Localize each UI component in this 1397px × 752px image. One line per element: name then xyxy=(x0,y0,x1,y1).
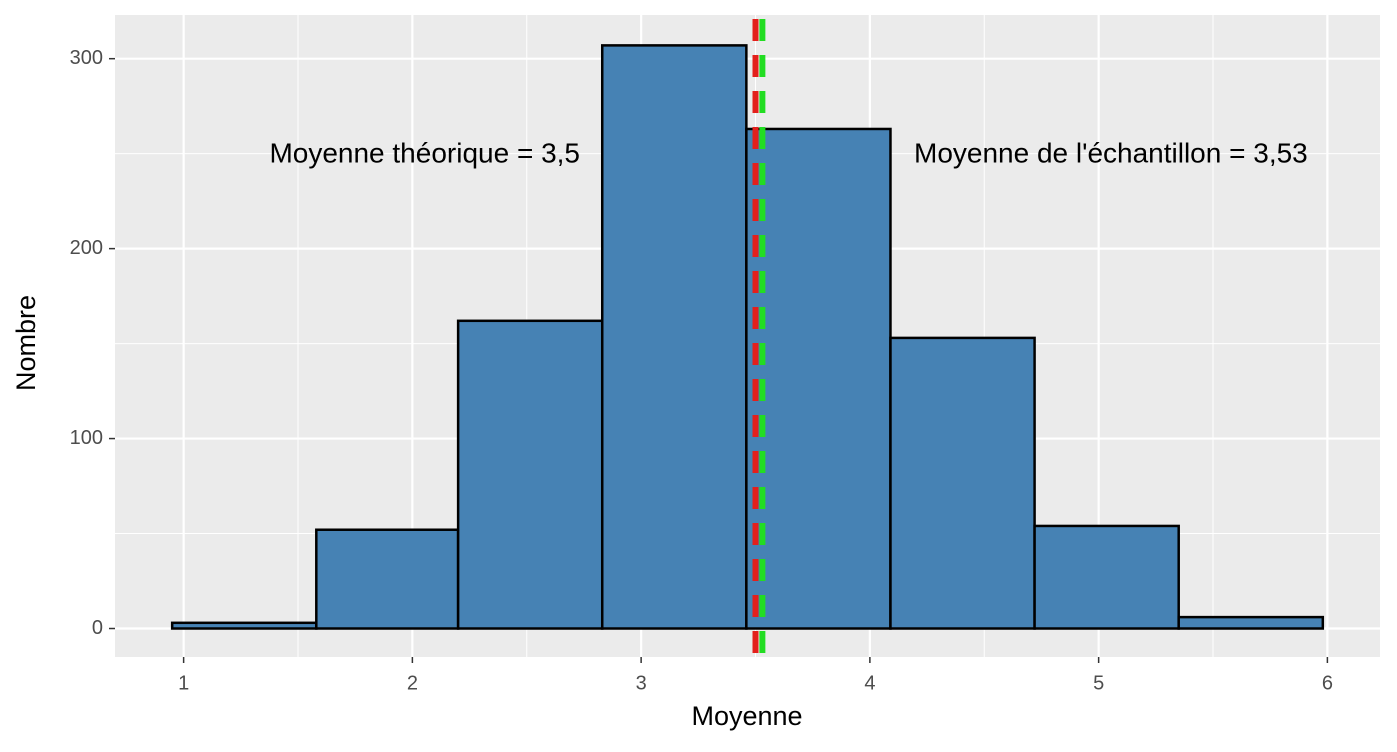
y-axis-title: Nombre xyxy=(11,295,41,391)
bar xyxy=(745,127,892,630)
y-tick-label: 100 xyxy=(70,427,103,449)
x-tick-label: 1 xyxy=(178,672,189,694)
x-tick-label: 6 xyxy=(1322,672,1333,694)
bar xyxy=(1177,615,1325,630)
y-tick-label: 0 xyxy=(92,617,103,639)
x-axis-title: Moyenne xyxy=(691,701,802,731)
bar xyxy=(1033,524,1180,630)
y-tick-label: 300 xyxy=(70,47,103,69)
bar xyxy=(170,621,318,630)
x-tick-label: 2 xyxy=(407,672,418,694)
x-tick-label: 5 xyxy=(1093,672,1104,694)
x-tick-label: 3 xyxy=(636,672,647,694)
bar xyxy=(456,319,604,630)
y-tick-label: 200 xyxy=(70,237,103,259)
x-tick-label: 4 xyxy=(864,672,875,694)
bar xyxy=(889,336,1036,630)
annotation: Moyenne de l'échantillon = 3,53 xyxy=(914,137,1308,168)
bar xyxy=(315,528,460,630)
bar xyxy=(600,44,748,630)
annotation: Moyenne théorique = 3,5 xyxy=(269,137,580,168)
